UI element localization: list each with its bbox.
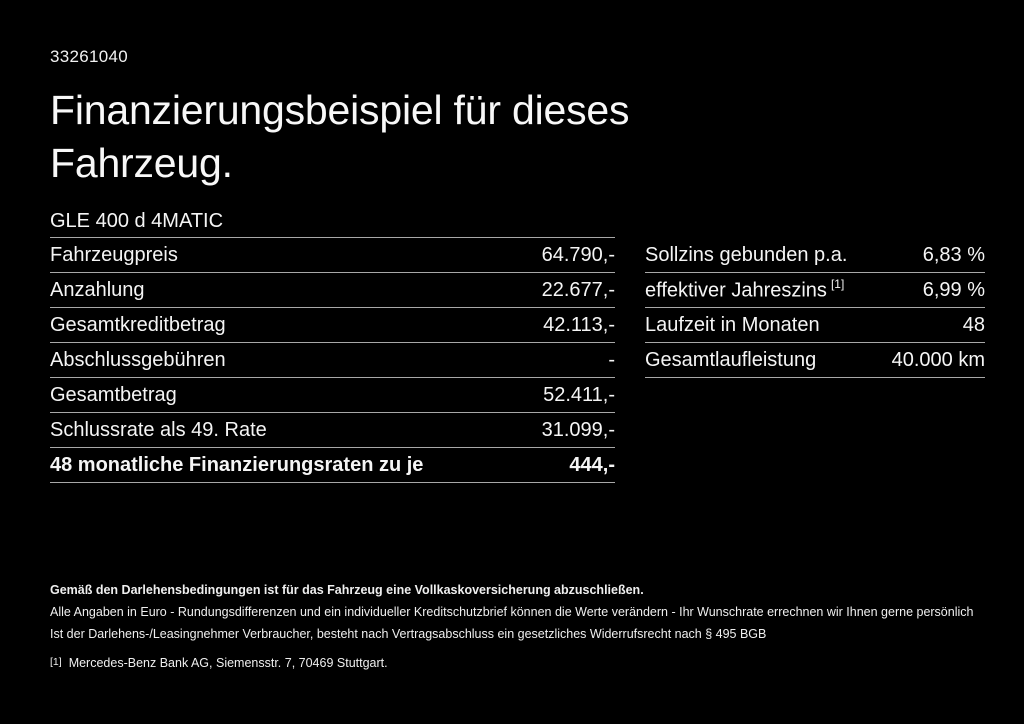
row-value: 52.411,-: [543, 383, 615, 406]
table-row: Sollzins gebunden p.a. 6,83 %: [645, 238, 985, 273]
footnote: [1] Mercedes-Benz Bank AG, Siemensstr. 7,…: [50, 654, 985, 673]
row-label: Sollzins gebunden p.a.: [645, 243, 848, 266]
page-title: Finanzierungsbeispiel für dieses Fahrzeu…: [50, 87, 630, 186]
vehicle-model: GLE 400 d 4MATIC: [50, 205, 615, 238]
row-label: Schlussrate als 49. Rate: [50, 418, 267, 441]
row-label: 48 monatliche Finanzierungsraten zu je: [50, 453, 424, 476]
row-label: effektiver Jahreszins [1]: [645, 276, 845, 303]
row-value: 40.000 km: [891, 348, 985, 371]
row-label: Gesamtbetrag: [50, 383, 177, 406]
row-label: Gesamtlaufleistung: [645, 348, 817, 371]
disclaimer-euro-line: Alle Angaben in Euro - Rundungsdifferenz…: [50, 605, 974, 619]
footnote-reference: [1]: [830, 276, 845, 291]
row-value: 64.790,-: [541, 243, 615, 266]
row-label: Fahrzeugpreis: [50, 243, 178, 266]
row-value: 48: [962, 313, 985, 336]
row-label: Laufzeit in Monaten: [645, 313, 820, 336]
table-row: Gesamtbetrag 52.411,-: [50, 378, 615, 413]
tables-area: GLE 400 d 4MATIC Fahrzeugpreis 64.790,- …: [50, 205, 985, 483]
row-label: Abschlussgebühren: [50, 348, 226, 371]
table-row: Fahrzeugpreis 64.790,-: [50, 238, 615, 273]
row-label: Gesamtkreditbetrag: [50, 313, 226, 336]
row-value: 22.677,-: [541, 278, 615, 301]
row-value: 31.099,-: [541, 418, 615, 441]
financing-table: GLE 400 d 4MATIC Fahrzeugpreis 64.790,- …: [50, 205, 615, 483]
disclaimer-insurance-line: Gemäß den Darlehensbedingungen ist für d…: [50, 583, 644, 597]
disclaimer-withdrawal-line: Ist der Darlehens-/Leasingnehmer Verbrau…: [50, 627, 767, 641]
table-row: Gesamtlaufleistung 40.000 km: [645, 343, 985, 378]
table-row: Anzahlung 22.677,-: [50, 273, 615, 308]
table-row-monthly-rate: 48 monatliche Finanzierungsraten zu je 4…: [50, 448, 615, 483]
conditions-table: Sollzins gebunden p.a. 6,83 % effektiver…: [645, 238, 985, 378]
table-row: Schlussrate als 49. Rate 31.099,-: [50, 413, 615, 448]
row-value: 42.113,-: [543, 313, 615, 336]
row-label-text: effektiver Jahreszins: [645, 279, 827, 302]
disclaimer: Gemäß den Darlehensbedingungen ist für d…: [50, 579, 985, 673]
row-value: 6,83 %: [922, 243, 985, 266]
footnote-text: Mercedes-Benz Bank AG, Siemensstr. 7, 70…: [68, 656, 388, 670]
footnote-marker: [1]: [50, 656, 62, 668]
row-value: 6,99 %: [922, 278, 985, 301]
row-label: Anzahlung: [50, 278, 145, 301]
row-value: 444,-: [569, 453, 615, 476]
table-row: Laufzeit in Monaten 48: [645, 308, 985, 343]
document-id: 33261040: [50, 47, 129, 66]
table-row: Abschlussgebühren -: [50, 343, 615, 378]
table-row: effektiver Jahreszins [1] 6,99 %: [645, 273, 985, 308]
table-row: Gesamtkreditbetrag 42.113,-: [50, 308, 615, 343]
row-value: -: [608, 348, 615, 371]
